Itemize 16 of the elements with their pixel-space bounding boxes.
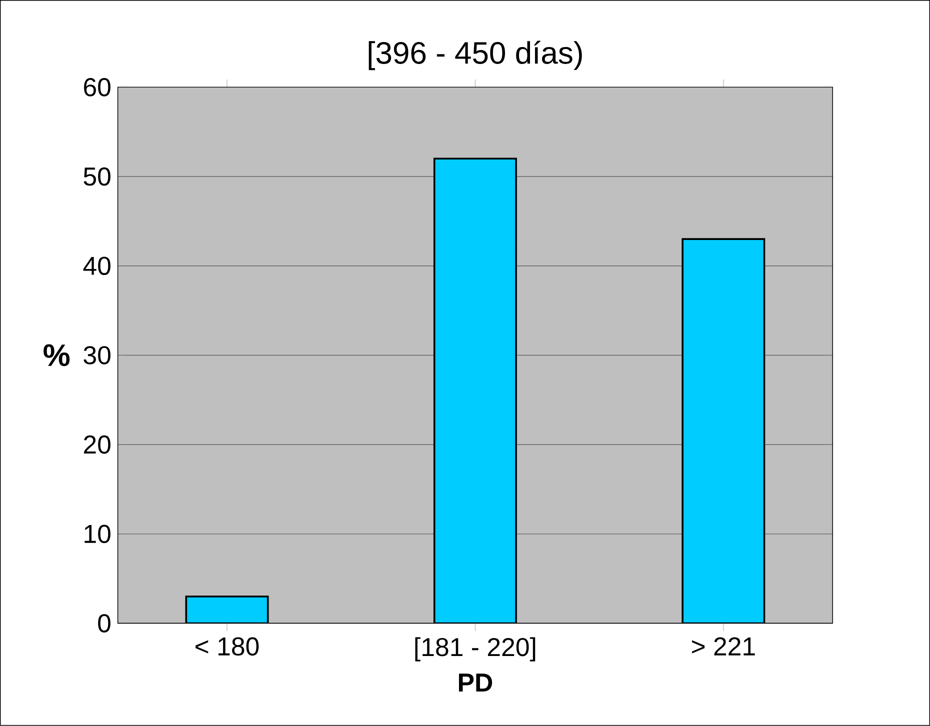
bar — [185, 596, 269, 624]
bar — [433, 158, 517, 624]
y-tick-label: 40 — [83, 256, 110, 276]
x-axis-title: PD — [458, 674, 492, 692]
x-tick-label: [181 - 220] — [415, 637, 536, 662]
y-tick-label: 10 — [84, 524, 110, 544]
x-tick-label: < 180 — [196, 637, 259, 656]
chart-title: [396 - 450 días) — [368, 40, 582, 70]
y-tick-label: 50 — [84, 167, 110, 186]
y-tick-label: 60 — [84, 78, 110, 96]
y-tick-label: 30 — [84, 346, 110, 364]
y-axis-title: % — [44, 344, 70, 366]
y-tick-label: 20 — [84, 436, 110, 454]
x-tick-label: > 221 — [692, 637, 755, 656]
bar — [682, 238, 766, 624]
y-tick-label: 0 — [98, 614, 110, 633]
